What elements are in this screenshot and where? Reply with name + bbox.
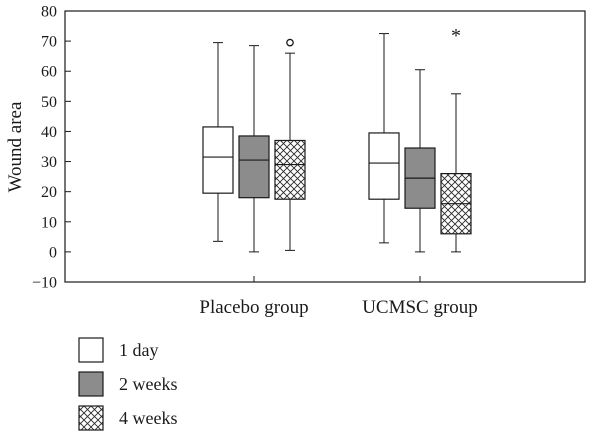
- legend-swatch: [78, 337, 104, 363]
- box-iqr: [202, 126, 234, 194]
- y-tick-label: −10: [32, 275, 57, 292]
- y-axis: −10 0 10 20 30 40 50 60 70 80: [32, 4, 71, 292]
- x-tick-label: Placebo group: [199, 297, 308, 318]
- y-tick-label: 40: [41, 124, 57, 141]
- box-4-weeks: [274, 38, 306, 251]
- outlier-point: [286, 38, 294, 47]
- box-2-weeks: [238, 45, 270, 253]
- legend-swatch: [78, 371, 104, 397]
- annotations-group: *: [451, 25, 461, 47]
- box-1-day: [368, 33, 400, 244]
- box-4-weeks: [440, 93, 472, 253]
- y-tick-label: 0: [49, 244, 57, 261]
- y-tick-label: 50: [41, 94, 57, 111]
- legend-label: 1 day: [119, 340, 159, 360]
- y-tick-label: 10: [41, 214, 57, 231]
- y-tick-label: 30: [41, 154, 57, 171]
- y-tick-label: 20: [41, 184, 57, 201]
- legend: 1 day 2 weeks 4 weeks: [78, 337, 177, 431]
- y-tick-label: 60: [41, 64, 57, 81]
- x-axis: Placebo group UCMSC group: [199, 276, 478, 318]
- legend-label: 4 weeks: [119, 408, 177, 428]
- box-iqr: [274, 139, 306, 200]
- y-tick-label: 80: [41, 4, 57, 21]
- box-1-day: [202, 42, 234, 242]
- y-axis-title: Wound area: [5, 101, 26, 192]
- x-tick-label: UCMSC group: [362, 297, 478, 318]
- plot-frame: [64, 10, 586, 283]
- box-2-weeks: [404, 69, 436, 253]
- significance-marker: *: [451, 25, 461, 47]
- box-iqr: [368, 132, 400, 200]
- y-tick-label: 70: [41, 34, 57, 51]
- legend-label: 2 weeks: [119, 374, 177, 394]
- box-series-group: [202, 33, 472, 253]
- box-iqr: [238, 135, 270, 199]
- legend-swatch: [78, 405, 104, 431]
